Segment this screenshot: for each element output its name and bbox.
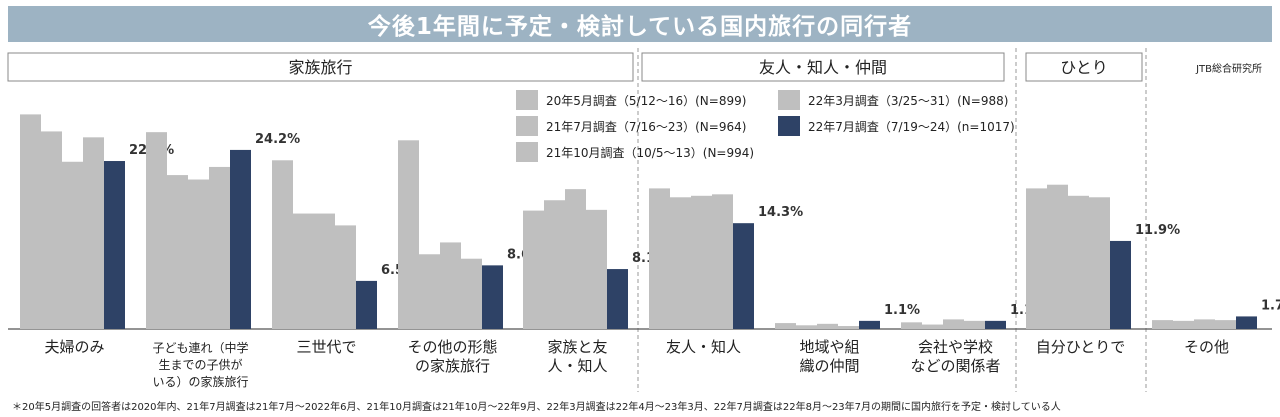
- bar-s3-c7: [964, 320, 985, 329]
- group-header-label-2: ひとり: [1060, 58, 1108, 77]
- bar-s3-c6: [838, 326, 859, 329]
- bar-s1-c6: [796, 325, 817, 329]
- category-label-c4-l1: 人・知人: [547, 357, 607, 375]
- legend-swatch-3: [778, 90, 800, 110]
- bar-s4-c8: [1110, 240, 1131, 329]
- bar-s4-c3: [482, 265, 503, 329]
- bar-s0-c0: [20, 114, 41, 330]
- bar-s1-c3: [419, 254, 440, 329]
- data-label-c6: 1.1%: [884, 303, 920, 318]
- category-label-c2-l0: 三世代で: [296, 338, 356, 356]
- category-label-c1-l0: 子ども連れ（中学: [152, 340, 248, 355]
- footnote: ＊20年5月調査の回答者は2020年内、21年7月調査は21年7月～2022年6…: [12, 400, 1061, 413]
- bar-s4-c9: [1236, 316, 1257, 329]
- bar-s3-c2: [335, 225, 356, 329]
- bar-s2-c0: [62, 161, 83, 329]
- bar-s0-c2: [272, 160, 293, 329]
- bar-s4-c1: [230, 149, 251, 329]
- bar-s1-c5: [670, 197, 691, 329]
- bar-s0-c6: [775, 323, 796, 329]
- data-label-c1: 24.2%: [255, 132, 300, 147]
- category-label-c7-l1: などの関係者: [910, 357, 1000, 375]
- group-header-box-1: [641, 52, 1005, 82]
- title-bar: 今後1年間に予定・検討している国内旅行の同行者: [8, 6, 1272, 42]
- bar-s3-c9: [1215, 320, 1236, 329]
- category-label-c6-l1: 織の仲間: [799, 357, 859, 375]
- bar-s0-c1: [146, 132, 167, 329]
- bar-s4-c2: [356, 280, 377, 329]
- bar-s0-c8: [1026, 188, 1047, 329]
- bar-s4-c4: [607, 269, 628, 329]
- bar-s4-c5: [733, 223, 754, 329]
- bar-s0-c7: [901, 322, 922, 329]
- group-header-label-0: 家族旅行: [288, 58, 352, 77]
- category-label-c3-l0: その他の形態: [407, 338, 497, 356]
- legend-label-2: 21年10月調査（10/5～13）(N=994): [546, 146, 754, 160]
- data-label-c5: 14.3%: [758, 205, 803, 220]
- legend-swatch-2: [516, 142, 538, 162]
- bar-s0-c4: [523, 210, 544, 329]
- group-header-box-0: [7, 52, 634, 82]
- bar-s2-c4: [565, 189, 586, 329]
- category-label-c5-l0: 友人・知人: [666, 338, 741, 356]
- bar-s3-c3: [461, 258, 482, 329]
- bar-s2-c6: [817, 323, 838, 329]
- category-label-c7-l0: 会社や学校: [918, 338, 993, 356]
- bar-s2-c7: [943, 319, 964, 329]
- bar-s2-c9: [1194, 319, 1215, 329]
- category-label-c4-l0: 家族と友: [547, 338, 607, 356]
- legend-swatch-4: [778, 116, 800, 136]
- legend-label-3: 22年3月調査（3/25～31）(N=988): [808, 94, 1008, 108]
- category-label-c6-l0: 地域や組: [799, 338, 859, 356]
- bar-s2-c5: [691, 195, 712, 329]
- bar-s3-c5: [712, 194, 733, 329]
- category-label-c3-l1: の家族旅行: [415, 357, 490, 375]
- legend-swatch-0: [516, 90, 538, 110]
- data-label-c8: 11.9%: [1135, 223, 1180, 238]
- bar-s3-c1: [209, 166, 230, 329]
- bar-s4-c7: [985, 320, 1006, 329]
- bar-s3-c4: [586, 209, 607, 329]
- legend-swatch-1: [516, 116, 538, 136]
- bar-s3-c8: [1089, 197, 1110, 329]
- category-label-c0-l0: 夫婦のみ: [44, 338, 104, 356]
- category-label-c9-l0: その他: [1184, 338, 1229, 356]
- category-label-c1-l1: 生までの子供が: [158, 357, 242, 372]
- legend-label-1: 21年7月調査（7/16～23）(N=964): [546, 120, 746, 134]
- data-label-c9: 1.7%: [1261, 298, 1280, 313]
- bar-s4-c6: [859, 320, 880, 329]
- group-header-label-1: 友人・知人・仲間: [759, 58, 887, 77]
- legend-label-0: 20年5月調査（5/12～16）(N=899): [546, 94, 746, 108]
- chart-title: 今後1年間に予定・検討している国内旅行の同行者: [367, 14, 913, 40]
- bar-s0-c5: [649, 188, 670, 329]
- bar-s1-c7: [922, 324, 943, 329]
- bar-s4-c0: [104, 161, 125, 329]
- bar-s2-c1: [188, 179, 209, 329]
- bar-s1-c0: [41, 131, 62, 329]
- bar-s0-c3: [398, 140, 419, 329]
- bar-s2-c8: [1068, 195, 1089, 329]
- bar-s1-c1: [167, 175, 188, 329]
- bar-s1-c4: [544, 200, 565, 329]
- bar-s3-c0: [83, 137, 104, 329]
- bar-s2-c3: [440, 242, 461, 329]
- legend-label-4: 22年7月調査（7/19～24）(n=1017): [808, 120, 1015, 134]
- bar-s1-c9: [1173, 320, 1194, 329]
- category-label-c8-l0: 自分ひとりで: [1036, 338, 1126, 356]
- bar-s2-c2: [314, 213, 335, 329]
- bar-s0-c9: [1152, 320, 1173, 329]
- bar-s1-c2: [293, 213, 314, 329]
- bar-s1-c8: [1047, 184, 1068, 329]
- category-label-c1-l2: いる）の家族旅行: [152, 374, 248, 389]
- group-header-box-2: [1025, 52, 1143, 82]
- source-credit: JTB総合研究所: [1195, 62, 1262, 75]
